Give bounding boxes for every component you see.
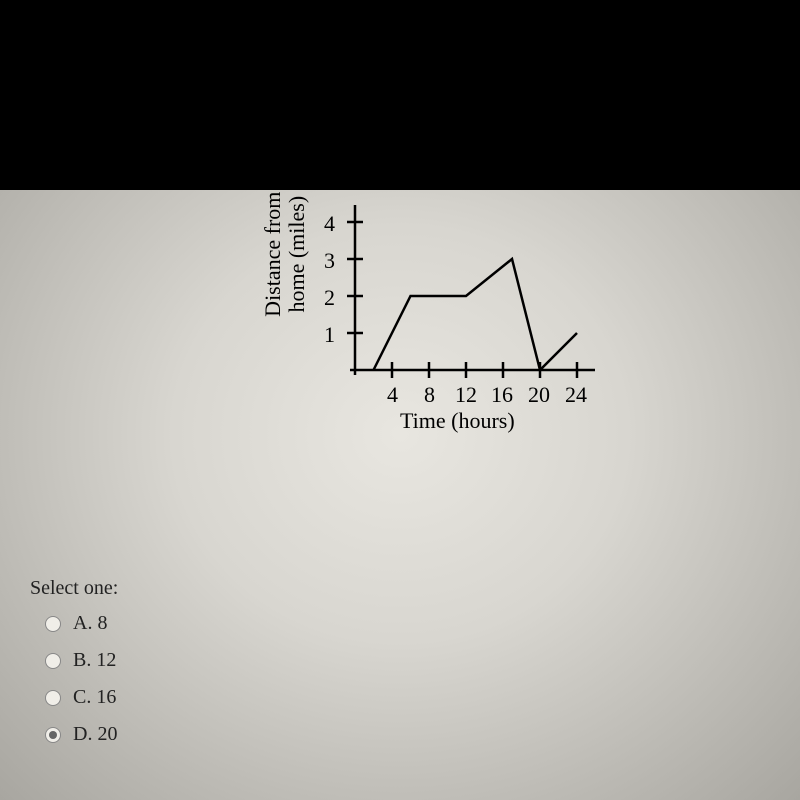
radio-b[interactable]	[45, 653, 61, 669]
radio-c[interactable]	[45, 690, 61, 706]
y-axis-label-text: Distance fromhome (miles)	[260, 192, 309, 317]
x-tick-label-16: 16	[491, 382, 513, 408]
distance-time-chart: Distance fromhome (miles) 1	[230, 200, 610, 480]
option-d-row[interactable]: D. 20	[45, 723, 118, 746]
option-b-row[interactable]: B. 12	[45, 649, 118, 672]
option-a-text: A. 8	[73, 612, 107, 635]
y-tick-label-1: 1	[315, 322, 335, 348]
x-tick-label-12: 12	[455, 382, 477, 408]
x-tick-label-20: 20	[528, 382, 550, 408]
x-tick-label-24: 24	[565, 382, 587, 408]
x-axis-label-text: Time (hours)	[400, 408, 515, 433]
x-tick-label-4: 4	[387, 382, 398, 408]
y-tick-label-4: 4	[315, 211, 335, 237]
content-background: Distance fromhome (miles) 1	[0, 190, 800, 800]
radio-d[interactable]	[45, 727, 61, 743]
option-d-text: D. 20	[73, 723, 117, 746]
option-b-text: B. 12	[73, 649, 116, 672]
y-tick-label-3: 3	[315, 248, 335, 274]
y-axis-label: Distance fromhome (miles)	[261, 179, 309, 329]
data-line	[374, 259, 578, 370]
option-a-row[interactable]: A. 8	[45, 612, 118, 635]
option-c-text: C. 16	[73, 686, 116, 709]
radio-a[interactable]	[45, 616, 61, 632]
option-c-row[interactable]: C. 16	[45, 686, 118, 709]
x-tick-label-8: 8	[424, 382, 435, 408]
y-tick-label-2: 2	[315, 285, 335, 311]
answer-options: Select one: A. 8 B. 12 C. 16 D. 20	[30, 577, 118, 760]
black-header-bar	[0, 0, 800, 190]
select-prompt: Select one:	[30, 577, 118, 600]
x-axis-label: Time (hours)	[400, 408, 515, 470]
